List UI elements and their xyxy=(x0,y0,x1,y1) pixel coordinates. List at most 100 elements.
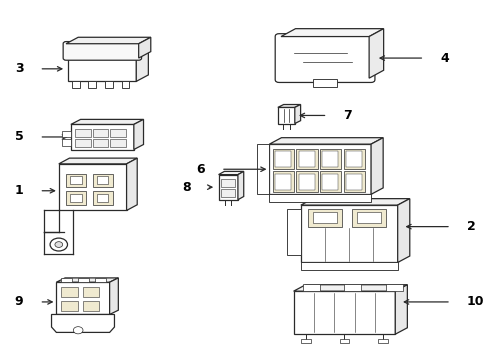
Text: 8: 8 xyxy=(182,181,190,194)
Bar xyxy=(78,278,89,282)
Bar xyxy=(344,284,361,291)
Bar xyxy=(75,139,90,147)
Bar xyxy=(66,192,86,205)
Polygon shape xyxy=(136,50,148,81)
Polygon shape xyxy=(134,120,143,149)
Polygon shape xyxy=(394,285,407,334)
Polygon shape xyxy=(281,29,383,37)
Polygon shape xyxy=(277,107,294,123)
Bar xyxy=(75,129,90,137)
Bar xyxy=(88,81,96,88)
Bar xyxy=(346,151,361,167)
Bar xyxy=(110,139,126,147)
Polygon shape xyxy=(139,37,150,58)
Polygon shape xyxy=(59,158,137,164)
Polygon shape xyxy=(218,175,238,200)
Polygon shape xyxy=(218,171,243,175)
Polygon shape xyxy=(68,50,148,56)
Bar xyxy=(269,194,370,202)
Polygon shape xyxy=(66,37,150,44)
Polygon shape xyxy=(370,138,383,194)
Circle shape xyxy=(55,242,62,247)
Polygon shape xyxy=(51,315,114,332)
Bar xyxy=(346,174,361,190)
Text: 5: 5 xyxy=(15,130,23,144)
Bar xyxy=(83,301,99,311)
Bar xyxy=(83,287,99,297)
Bar xyxy=(61,278,72,282)
FancyBboxPatch shape xyxy=(63,41,142,60)
Bar xyxy=(70,176,81,184)
Circle shape xyxy=(50,238,67,251)
Polygon shape xyxy=(68,56,136,81)
Polygon shape xyxy=(294,104,300,123)
Bar xyxy=(275,151,290,167)
Bar xyxy=(319,149,341,170)
Bar xyxy=(62,131,71,137)
Bar xyxy=(93,192,113,205)
Bar xyxy=(95,278,105,282)
Bar xyxy=(385,284,402,291)
Bar xyxy=(296,171,317,192)
Polygon shape xyxy=(71,125,134,149)
Polygon shape xyxy=(300,199,409,205)
Bar xyxy=(96,194,108,202)
Bar xyxy=(257,144,269,194)
Bar xyxy=(275,174,290,190)
Bar xyxy=(62,139,71,146)
Bar xyxy=(221,179,235,187)
Bar xyxy=(221,189,235,197)
Bar xyxy=(356,212,380,223)
Bar xyxy=(378,339,387,343)
Bar xyxy=(312,212,337,223)
Bar xyxy=(322,151,338,167)
Polygon shape xyxy=(59,164,126,211)
Polygon shape xyxy=(368,29,383,78)
Text: 4: 4 xyxy=(439,51,448,64)
Polygon shape xyxy=(277,104,300,107)
Bar xyxy=(110,129,126,137)
Polygon shape xyxy=(126,158,137,211)
Bar xyxy=(343,171,364,192)
Bar xyxy=(303,284,320,291)
Bar xyxy=(66,174,86,187)
Polygon shape xyxy=(71,120,143,125)
Polygon shape xyxy=(293,285,407,291)
Bar xyxy=(70,194,81,202)
FancyBboxPatch shape xyxy=(275,34,374,82)
Circle shape xyxy=(73,327,83,334)
Bar xyxy=(96,176,108,184)
Bar xyxy=(105,81,113,88)
Bar xyxy=(272,149,293,170)
Bar xyxy=(92,129,108,137)
Polygon shape xyxy=(238,171,243,200)
Text: 3: 3 xyxy=(15,62,23,75)
Text: 7: 7 xyxy=(343,109,351,122)
Bar xyxy=(351,209,385,226)
Bar xyxy=(322,174,338,190)
Bar xyxy=(122,81,129,88)
Bar xyxy=(339,339,348,343)
Text: 6: 6 xyxy=(196,163,204,176)
Bar xyxy=(72,81,80,88)
Polygon shape xyxy=(56,282,109,315)
Bar xyxy=(61,301,78,311)
Bar xyxy=(61,287,78,297)
Polygon shape xyxy=(269,138,383,144)
Bar xyxy=(287,209,300,255)
Polygon shape xyxy=(300,262,397,270)
Bar xyxy=(296,149,317,170)
Polygon shape xyxy=(293,291,394,334)
Text: 10: 10 xyxy=(466,296,484,309)
Bar xyxy=(307,209,341,226)
Bar xyxy=(343,149,364,170)
Bar xyxy=(319,171,341,192)
Bar xyxy=(272,171,293,192)
Polygon shape xyxy=(300,205,397,262)
Bar xyxy=(93,174,113,187)
Bar xyxy=(298,151,314,167)
Bar xyxy=(312,79,337,87)
Text: 1: 1 xyxy=(15,184,23,197)
Polygon shape xyxy=(109,278,118,315)
Bar xyxy=(298,174,314,190)
